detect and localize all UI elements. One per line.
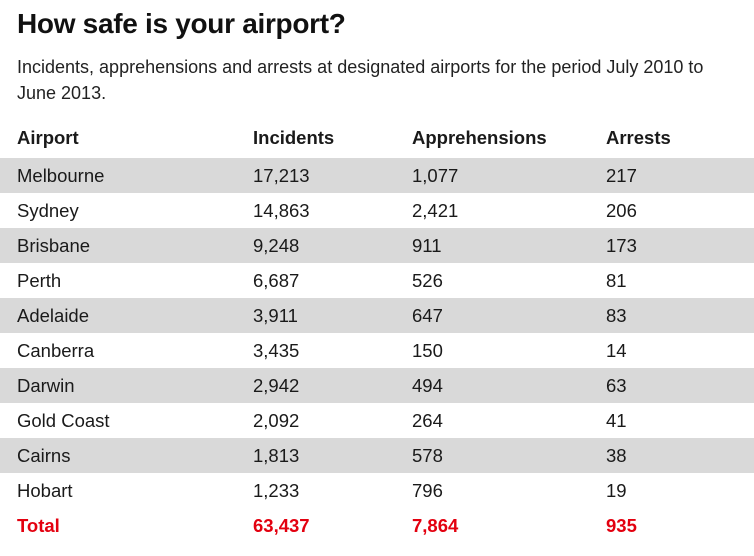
cell-airport: Darwin [17, 375, 75, 396]
cell-arrests: 173 [606, 235, 637, 256]
header-airport: Airport [17, 127, 79, 148]
table-row: Perth 6,687 526 81 [0, 263, 754, 298]
cell-arrests: 206 [606, 200, 637, 221]
cell-airport: Gold Coast [17, 410, 110, 431]
cell-incidents: 2,942 [253, 375, 300, 396]
table-row: Adelaide 3,911 647 83 [0, 298, 754, 333]
cell-airport: Adelaide [17, 305, 90, 326]
cell-apprehensions: 264 [412, 410, 443, 431]
cell-incidents: 2,092 [253, 410, 300, 431]
table-row: Hobart 1,233 796 19 [0, 473, 754, 508]
cell-apprehensions: 1,077 [412, 165, 459, 186]
page-subtitle: Incidents, apprehensions and arrests at … [17, 57, 704, 103]
total-arrests: 935 [606, 515, 637, 536]
header-incidents: Incidents [253, 127, 335, 148]
cell-apprehensions: 911 [412, 235, 442, 256]
cell-apprehensions: 150 [412, 340, 443, 361]
header-apprehensions: Apprehensions [412, 127, 547, 148]
cell-airport: Hobart [17, 480, 73, 501]
cell-incidents: 1,813 [253, 445, 300, 466]
cell-incidents: 9,248 [253, 235, 300, 256]
cell-incidents: 17,213 [253, 165, 310, 186]
total-incidents: 63,437 [253, 515, 310, 536]
table-row: Darwin 2,942 494 63 [0, 368, 754, 403]
cell-arrests: 217 [606, 165, 637, 186]
table-row: Sydney 14,863 2,421 206 [0, 193, 754, 228]
table-row: Canberra 3,435 150 14 [0, 333, 754, 368]
cell-apprehensions: 2,421 [412, 200, 459, 221]
cell-apprehensions: 494 [412, 375, 443, 396]
airport-table: Airport Incidents Apprehensions Arrests … [0, 120, 754, 543]
total-apprehensions: 7,864 [412, 515, 459, 536]
cell-arrests: 19 [606, 480, 627, 501]
cell-incidents: 14,863 [253, 200, 310, 221]
table-row: Brisbane 9,248 911 173 [0, 228, 754, 263]
table-row: Cairns 1,813 578 38 [0, 438, 754, 473]
cell-incidents: 6,687 [253, 270, 300, 291]
cell-airport: Melbourne [17, 165, 105, 186]
cell-incidents: 3,911 [253, 305, 298, 326]
cell-apprehensions: 578 [412, 445, 443, 466]
cell-incidents: 3,435 [253, 340, 300, 361]
page-title: How safe is your airport? [17, 8, 346, 39]
cell-apprehensions: 526 [412, 270, 443, 291]
cell-airport: Cairns [17, 445, 71, 466]
table-row: Gold Coast 2,092 264 41 [0, 403, 754, 438]
cell-arrests: 38 [606, 445, 627, 466]
table-row: Melbourne 17,213 1,077 217 [0, 158, 754, 193]
cell-apprehensions: 647 [412, 305, 443, 326]
cell-incidents: 1,233 [253, 480, 300, 501]
cell-arrests: 41 [606, 410, 627, 431]
table-header-row: Airport Incidents Apprehensions Arrests [0, 120, 754, 158]
header-arrests: Arrests [606, 127, 671, 148]
cell-apprehensions: 796 [412, 480, 443, 501]
cell-arrests: 63 [606, 375, 627, 396]
cell-arrests: 83 [606, 305, 627, 326]
cell-airport: Canberra [17, 340, 95, 361]
cell-arrests: 14 [606, 340, 627, 361]
cell-arrests: 81 [606, 270, 627, 291]
cell-airport: Perth [17, 270, 62, 291]
cell-airport: Sydney [17, 200, 79, 221]
table-total-row: Total 63,437 7,864 935 [0, 508, 754, 543]
total-label: Total [17, 515, 60, 536]
cell-airport: Brisbane [17, 235, 91, 256]
